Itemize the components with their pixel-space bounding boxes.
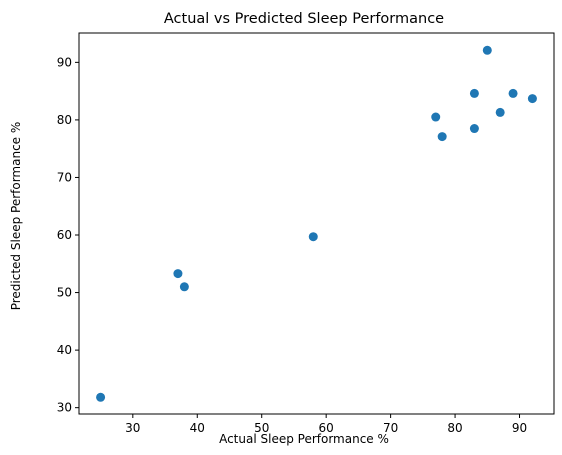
x-tick-label: 40: [190, 421, 205, 435]
data-point: [482, 45, 492, 55]
plot-area: [78, 32, 555, 415]
data-point: [173, 269, 183, 279]
x-tick-label: 90: [512, 421, 527, 435]
y-tick-label: 90: [57, 55, 72, 69]
data-point: [431, 112, 441, 122]
x-tick-label: 70: [383, 421, 398, 435]
data-point: [469, 88, 479, 98]
data-point: [527, 94, 537, 104]
x-tick-label: 60: [319, 421, 334, 435]
x-axis-label: Actual Sleep Performance %: [219, 432, 389, 446]
y-axis-label: Predicted Sleep Performance %: [9, 122, 23, 311]
data-point: [179, 282, 189, 292]
data-point: [308, 232, 318, 242]
data-point: [96, 392, 106, 402]
y-tick-label: 50: [57, 286, 72, 300]
data-point: [469, 124, 479, 134]
x-axis: 30 40 50 60 70 80 90: [125, 414, 527, 435]
data-point: [437, 132, 447, 142]
y-tick-label: 40: [57, 343, 72, 357]
x-tick-label: 30: [125, 421, 140, 435]
y-tick-label: 30: [57, 401, 72, 415]
data-point: [495, 107, 505, 117]
plot-frame: [78, 32, 555, 415]
y-axis: 30 40 50 60 70 80 90: [57, 55, 79, 415]
x-tick-label: 50: [254, 421, 269, 435]
data-points: [96, 45, 537, 402]
y-tick-label: 70: [57, 170, 72, 184]
data-point: [508, 88, 518, 98]
y-tick-label: 60: [57, 228, 72, 242]
x-tick-label: 80: [447, 421, 462, 435]
chart-title: Actual vs Predicted Sleep Performance: [164, 11, 444, 27]
y-tick-label: 80: [57, 113, 72, 127]
